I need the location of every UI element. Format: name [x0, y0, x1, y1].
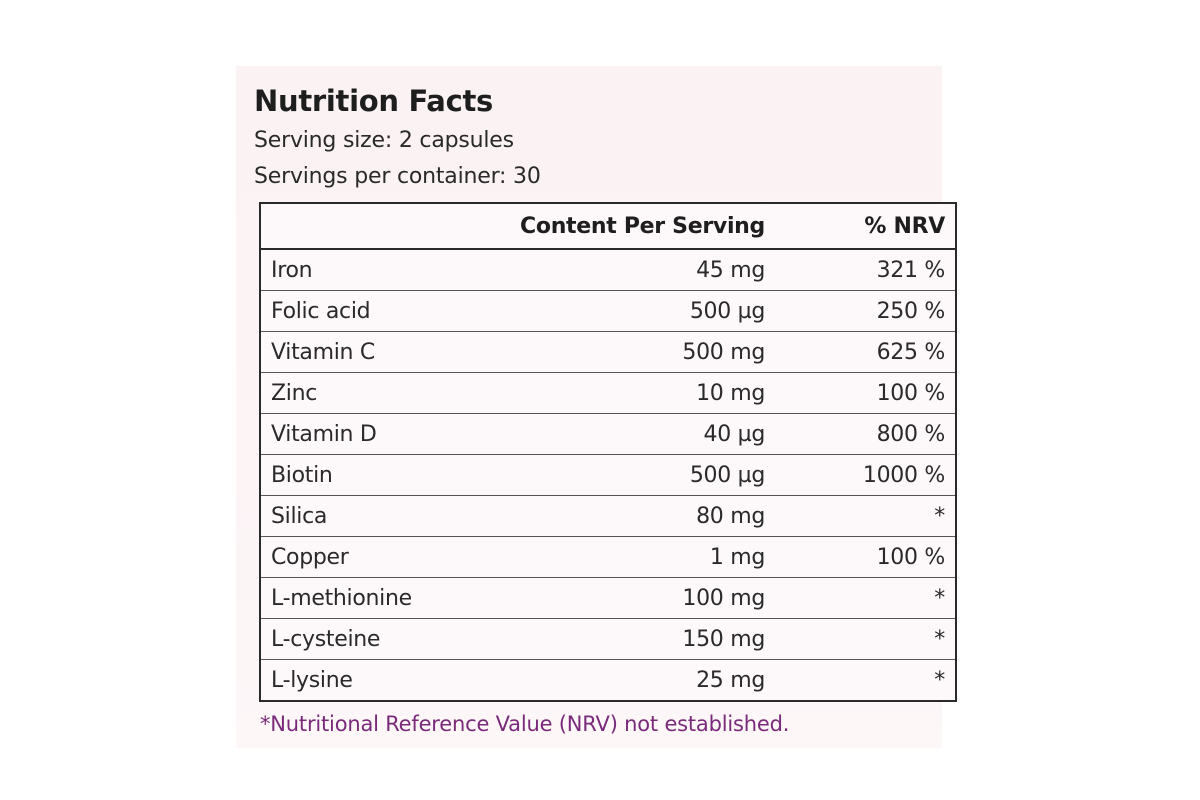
nutrient-content: 40 µg — [481, 413, 765, 455]
nutrient-content: 25 mg — [696, 667, 765, 693]
header-nutrient — [260, 203, 481, 250]
nutrient-nrv: 100 % — [765, 536, 956, 578]
nutrient-nrv: 625 % — [765, 331, 956, 373]
nutrient-name: Zinc — [260, 372, 481, 414]
nutrient-content: 150 mg — [481, 618, 765, 660]
table-row: Silica 80 mg * — [260, 495, 956, 537]
nutrient-nrv: 321 % — [765, 249, 956, 291]
nutrient-content: 45 mg — [481, 249, 765, 291]
table-header-row: Content Per Serving % NRV — [260, 203, 956, 250]
table-row: L-lysine 25 mg * — [260, 660, 956, 702]
table-row: L-methionine 100 mg * — [260, 577, 956, 619]
nutrition-table: Content Per Serving % NRV Iron 45 mg 321… — [259, 202, 957, 702]
header-content-per-serving: Content Per Serving — [481, 203, 765, 250]
nutrient-name: Silica — [260, 495, 481, 537]
nutrient-content: 1 mg — [481, 536, 765, 578]
nutrient-nrv: 100 % — [765, 372, 956, 414]
header-nrv: % NRV — [765, 203, 956, 250]
nutrient-content: 500 µg — [481, 454, 765, 496]
nutrient-name: L-cysteine — [260, 618, 481, 660]
servings-per-container: Servings per container: 30 — [254, 164, 541, 189]
nutrient-nrv: 250 % — [765, 290, 956, 332]
table-row: Folic acid 500 µg 250 % — [260, 290, 956, 332]
nrv-footnote: *Nutritional Reference Value (NRV) not e… — [260, 712, 790, 736]
nutrient-name: Biotin — [260, 454, 481, 496]
nutrient-nrv: * — [765, 495, 956, 537]
table-row: L-cysteine 150 mg * — [260, 618, 956, 660]
serving-size: Serving size: 2 capsules — [254, 128, 514, 153]
nutrient-name: Copper — [260, 536, 481, 578]
nutrient-name: L-lysine — [271, 667, 353, 693]
nutrient-nrv: * — [934, 667, 945, 693]
nutrient-name: L-methionine — [260, 577, 481, 619]
nutrient-nrv: * — [765, 577, 956, 619]
nutrient-nrv: 1000 % — [765, 454, 956, 496]
label-title: Nutrition Facts — [254, 84, 493, 118]
nutrient-content: 100 mg — [481, 577, 765, 619]
table-row: Iron 45 mg 321 % — [260, 249, 956, 291]
nutrient-nrv: 800 % — [765, 413, 956, 455]
nutrient-content: 500 mg — [481, 331, 765, 373]
table-row: Vitamin C 500 mg 625 % — [260, 331, 956, 373]
nutrient-name: Folic acid — [260, 290, 481, 332]
table-row: Vitamin D 40 µg 800 % — [260, 413, 956, 455]
nutrient-content: 80 mg — [481, 495, 765, 537]
table-row: Zinc 10 mg 100 % — [260, 372, 956, 414]
nutrient-nrv: * — [765, 618, 956, 660]
nutrient-name: Iron — [260, 249, 481, 291]
nutrient-name: Vitamin D — [260, 413, 481, 455]
nutrient-content: 10 mg — [481, 372, 765, 414]
table-row: Copper 1 mg 100 % — [260, 536, 956, 578]
nutrient-content: 500 µg — [481, 290, 765, 332]
nutrient-name: Vitamin C — [260, 331, 481, 373]
table-row: Biotin 500 µg 1000 % — [260, 454, 956, 496]
